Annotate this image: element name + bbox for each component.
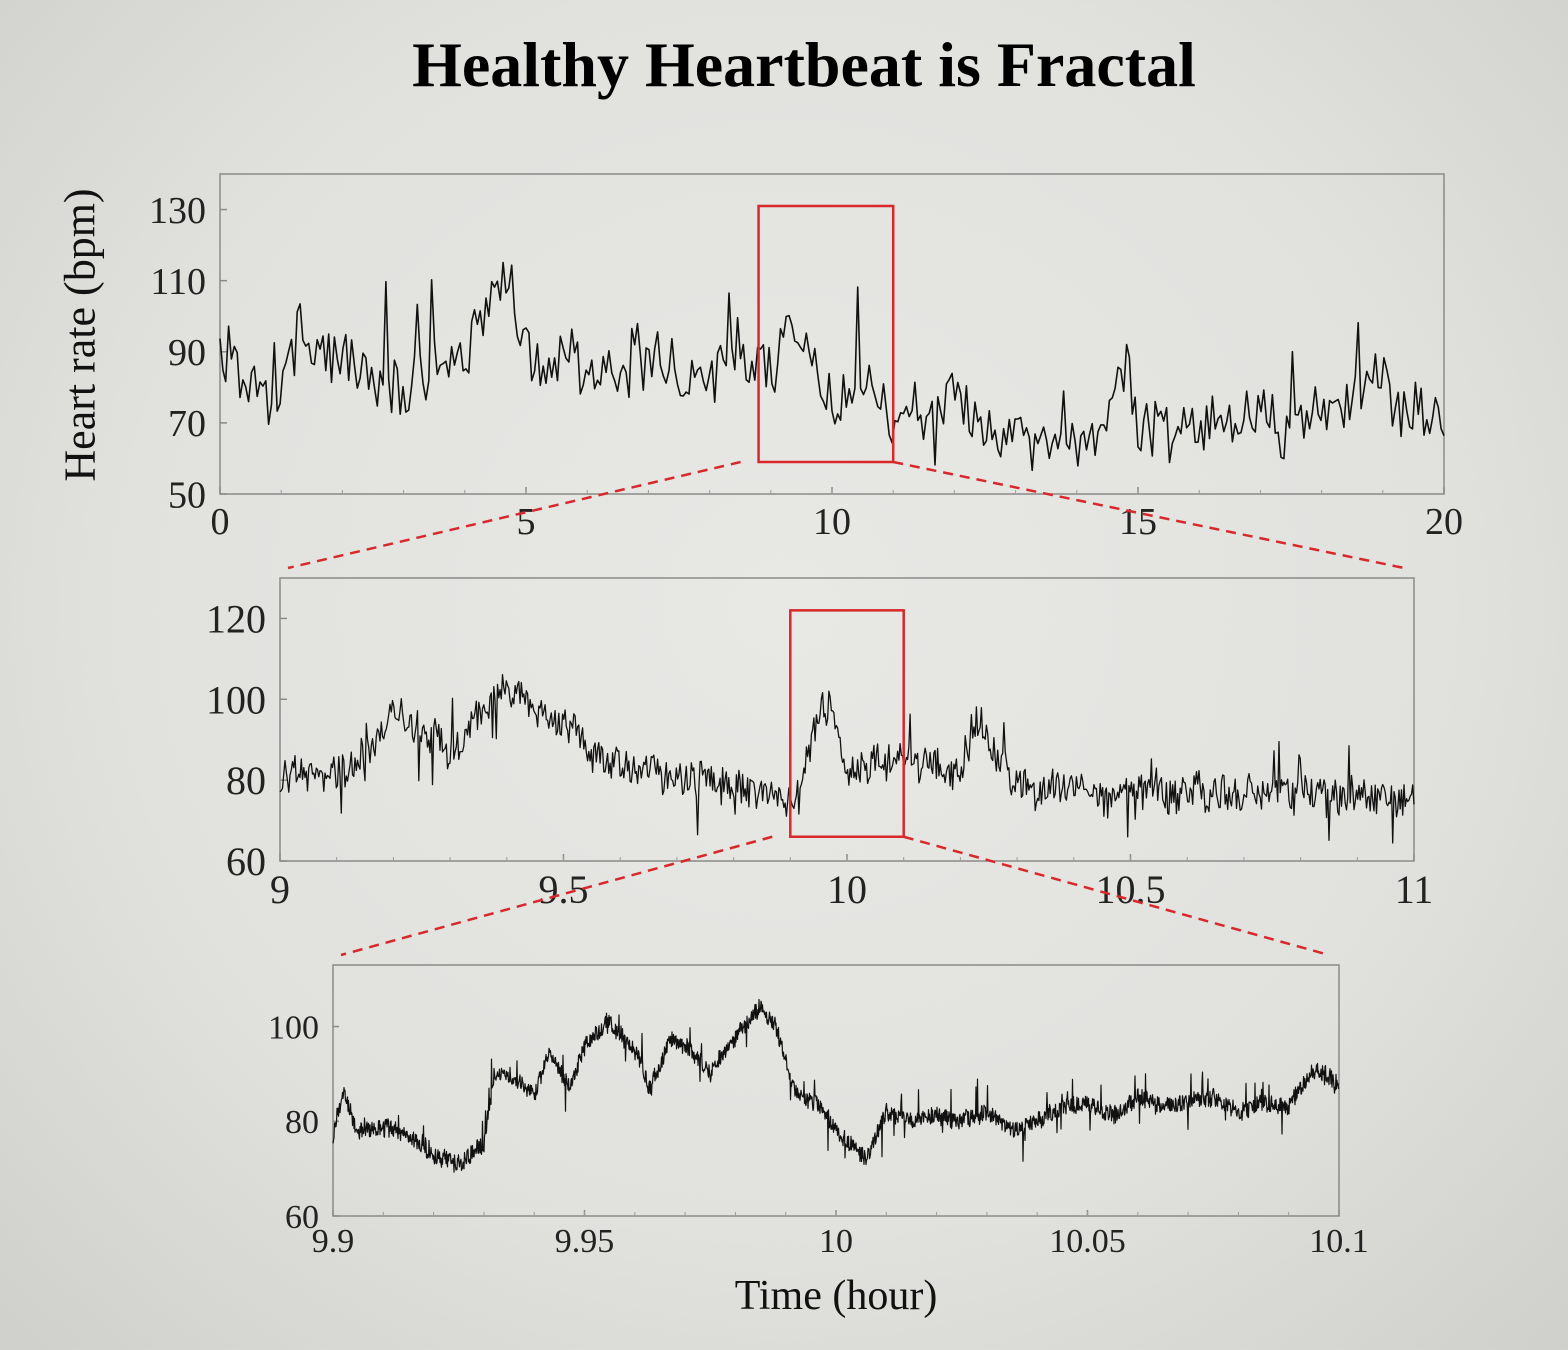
zoom-connector-right	[903, 835, 1330, 957]
y-tick-label: 50	[168, 474, 206, 516]
y-tick-label: 110	[150, 261, 206, 303]
x-tick-label: 9.95	[555, 1223, 615, 1260]
zoom-connector-right	[892, 460, 1405, 570]
plot-frame	[279, 577, 1415, 862]
heart-rate-trace	[219, 261, 1445, 472]
x-tick-label: 10.5	[1096, 867, 1166, 912]
y-tick-label: 80	[226, 758, 266, 803]
y-tick-label: 100	[206, 677, 266, 722]
x-tick-label: 10	[819, 1223, 853, 1260]
y-tick-label: 120	[206, 596, 266, 641]
zoom-connectors	[287, 460, 1405, 957]
y-tick-label: 60	[285, 1199, 319, 1236]
y-tick-label: 90	[168, 332, 206, 374]
heart-rate-trace	[332, 998, 1340, 1173]
y-tick-label: 60	[226, 839, 266, 884]
x-tick-label: 9.5	[539, 867, 589, 912]
zoom-connector-left	[287, 460, 741, 570]
x-tick-label: 10.1	[1309, 1223, 1369, 1260]
y-tick-label: 100	[268, 1009, 319, 1046]
panel-top-20h: 0 5 10 15 20 50 70 90 110 130	[149, 173, 1463, 543]
x-tick-label: 10	[813, 501, 851, 543]
zoom-box	[789, 609, 905, 838]
y-tick-label: 130	[149, 190, 206, 232]
x-tick-label: 9.9	[312, 1223, 355, 1260]
x-tick-label: 9	[270, 867, 290, 912]
x-axis-label: Time (hour)	[734, 1273, 938, 1319]
x-tick-label: 5	[517, 501, 536, 543]
heart-rate-trace	[279, 673, 1415, 844]
x-tick-label: 10.05	[1049, 1223, 1126, 1260]
y-tick-label: 70	[168, 403, 206, 445]
plot-frame	[219, 173, 1445, 495]
zoom-box	[757, 204, 895, 464]
x-tick-label: 20	[1425, 501, 1463, 543]
slide-title: Healthy Heartbeat is Fractal	[412, 29, 1196, 100]
zoom-connector-left	[340, 835, 773, 957]
panel-bottom-12min: 9.9 9.95 10 10.05 10.1 60 80 100	[268, 964, 1369, 1260]
x-tick-label: 11	[1395, 867, 1434, 912]
x-tick-label: 0	[211, 501, 230, 543]
y-tick-label: 80	[285, 1104, 319, 1141]
x-tick-label: 15	[1119, 501, 1157, 543]
plot-frame	[332, 964, 1340, 1217]
panel-middle-2h: 9 9.5 10 10.5 11 60 80 100 120	[206, 577, 1434, 912]
x-tick-label: 10	[827, 867, 867, 912]
